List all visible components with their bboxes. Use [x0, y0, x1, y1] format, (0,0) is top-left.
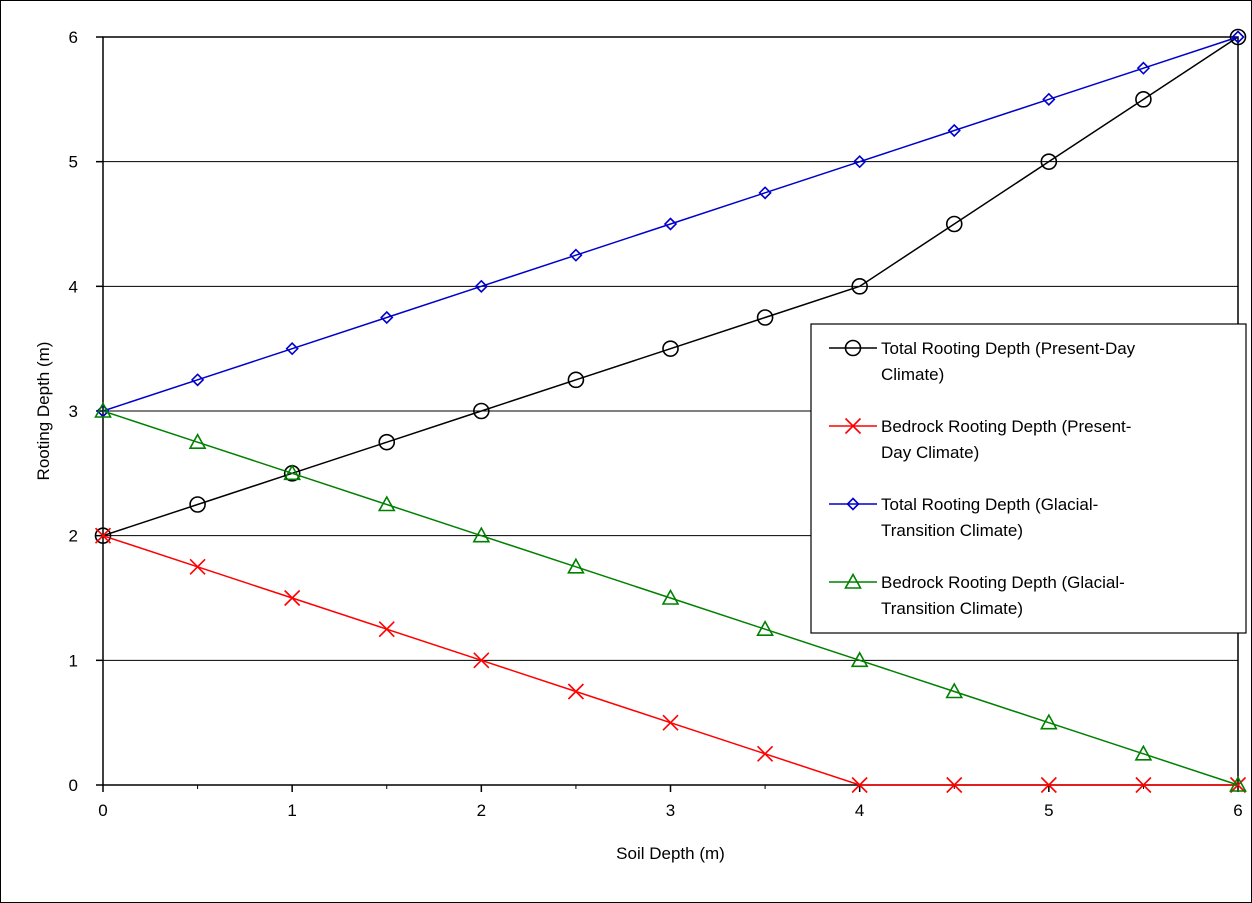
- legend-label: Total Rooting Depth (Present-Day: [881, 339, 1136, 358]
- data-point: [1136, 61, 1151, 75]
- data-point: [662, 714, 679, 731]
- legend-item-0: Total Rooting Depth (Present-Day Climate): [829, 339, 1136, 384]
- data-point: [1040, 776, 1057, 794]
- data-point: [1135, 776, 1152, 794]
- data-point: [1231, 30, 1245, 44]
- data-point: [285, 342, 299, 356]
- data-point: [1229, 775, 1247, 792]
- legend-box: [810, 323, 1247, 634]
- data-point: [945, 215, 963, 233]
- x-tick-label: 0: [98, 801, 107, 820]
- series-1: [94, 527, 1247, 794]
- data-point: [756, 309, 774, 326]
- legend-swatch-marker: [844, 572, 862, 589]
- y-tick-label: 1: [69, 651, 78, 670]
- data-point: [663, 217, 678, 231]
- x-tick-label: 4: [855, 801, 864, 820]
- series-3: [94, 401, 1247, 792]
- legend-label: Climate): [881, 365, 944, 384]
- legend-label: Day Climate): [881, 443, 979, 462]
- y-tick-label: 2: [69, 527, 78, 546]
- data-point: [1135, 91, 1152, 108]
- legend: Total Rooting Depth (Present-Day Climate)…: [810, 323, 1247, 634]
- data-point: [189, 496, 206, 513]
- data-point: [283, 464, 302, 481]
- series-layer: [94, 28, 1247, 794]
- data-point: [378, 621, 395, 638]
- legend-label: Bedrock Rooting Depth (Present-: [881, 417, 1131, 436]
- y-tick-label: 4: [69, 277, 78, 296]
- x-tick-label: 6: [1233, 801, 1242, 820]
- legend-swatch-marker: [844, 417, 862, 435]
- data-point: [945, 682, 964, 699]
- x-tick-label: 1: [287, 801, 296, 820]
- data-point: [474, 279, 488, 293]
- data-point: [947, 123, 961, 138]
- data-point: [1134, 744, 1153, 761]
- data-point: [567, 683, 584, 700]
- series-2: [96, 30, 1245, 418]
- data-point: [94, 527, 112, 544]
- legend-label: Total Rooting Depth (Glacial-: [881, 495, 1098, 514]
- legend-label: Transition Climate): [881, 521, 1023, 540]
- y-tick-label: 3: [69, 402, 78, 421]
- legend-label: Transition Climate): [881, 599, 1023, 618]
- y-tick-label: 0: [69, 776, 78, 795]
- data-point: [1229, 28, 1247, 46]
- data-point: [756, 620, 774, 636]
- data-point: [189, 558, 206, 575]
- data-point: [662, 340, 679, 357]
- data-point: [851, 278, 868, 295]
- y-tick-label: 6: [69, 28, 78, 47]
- data-point: [473, 652, 490, 669]
- legend-item-3: Bedrock Rooting Depth (Glacial- Transitio…: [829, 572, 1125, 618]
- y-axis-title: Rooting Depth (m): [34, 342, 53, 481]
- x-tick-label: 2: [477, 801, 486, 820]
- data-point: [377, 495, 396, 512]
- x-tick-label: 3: [666, 801, 675, 820]
- data-point: [378, 433, 396, 451]
- data-point: [94, 527, 112, 544]
- series-line-3: [102, 410, 1239, 786]
- legend-item-1: Bedrock Rooting Depth (Present- Day Clima…: [829, 417, 1131, 462]
- data-point: [190, 373, 205, 387]
- data-point: [851, 776, 868, 794]
- legend-label: Bedrock Rooting Depth (Glacial-: [881, 573, 1125, 592]
- legend-swatch-marker: [846, 497, 860, 511]
- data-point: [853, 155, 867, 169]
- data-point: [569, 248, 583, 262]
- data-point: [1039, 713, 1058, 730]
- y-tick-label: 5: [69, 153, 78, 172]
- data-point: [567, 371, 585, 389]
- x-tick-label: 5: [1044, 801, 1053, 820]
- data-point: [1040, 153, 1058, 170]
- data-point: [284, 589, 301, 607]
- data-point: [472, 526, 491, 543]
- data-point: [94, 401, 112, 418]
- data-point: [757, 745, 774, 762]
- data-point: [188, 433, 207, 449]
- data-point: [473, 402, 490, 420]
- data-point: [380, 310, 394, 325]
- legend-item-2: Total Rooting Depth (Glacial- Transition …: [829, 495, 1098, 540]
- data-point: [758, 186, 772, 200]
- data-point: [661, 588, 680, 605]
- x-axis-title: Soil Depth (m): [616, 844, 725, 863]
- legend-swatch-marker: [844, 339, 862, 357]
- data-point: [567, 557, 585, 574]
- data-point: [946, 776, 963, 794]
- data-point: [1042, 92, 1056, 106]
- series-line-2: [102, 36, 1239, 412]
- data-point: [850, 651, 869, 668]
- axis-ticks: 0 1 2 3 4 5 6 0 1 2 3 4 5 6: [69, 28, 1243, 820]
